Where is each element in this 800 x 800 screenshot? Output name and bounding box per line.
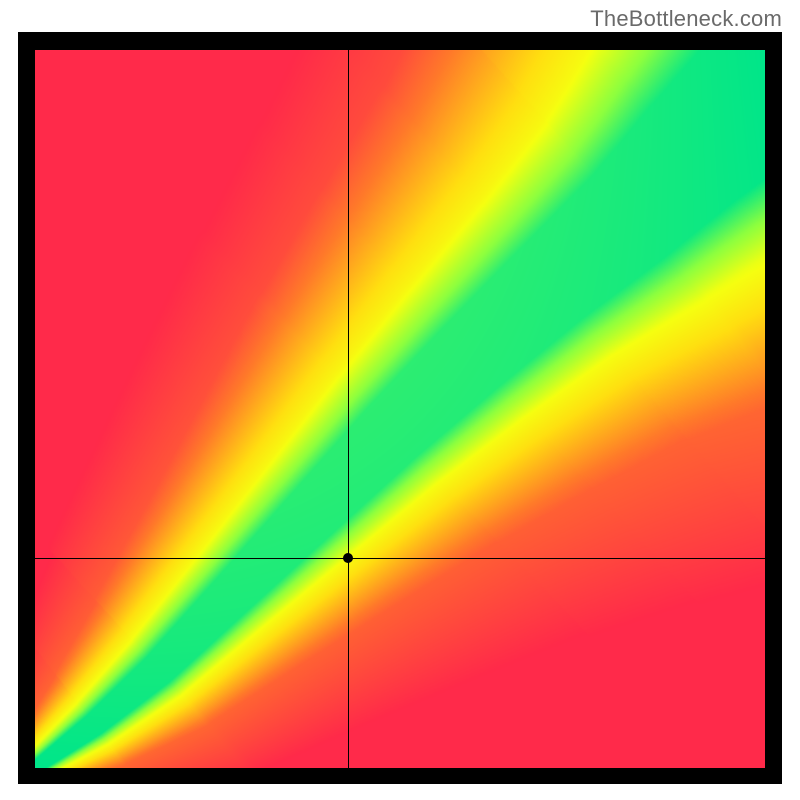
figure-root: TheBottleneck.com <box>0 0 800 800</box>
watermark-label: TheBottleneck.com <box>590 6 782 32</box>
heatmap-canvas <box>35 50 765 768</box>
crosshair-vertical <box>348 50 349 768</box>
crosshair-horizontal <box>35 558 765 559</box>
crosshair-marker <box>343 553 353 563</box>
plot-border <box>18 32 782 784</box>
